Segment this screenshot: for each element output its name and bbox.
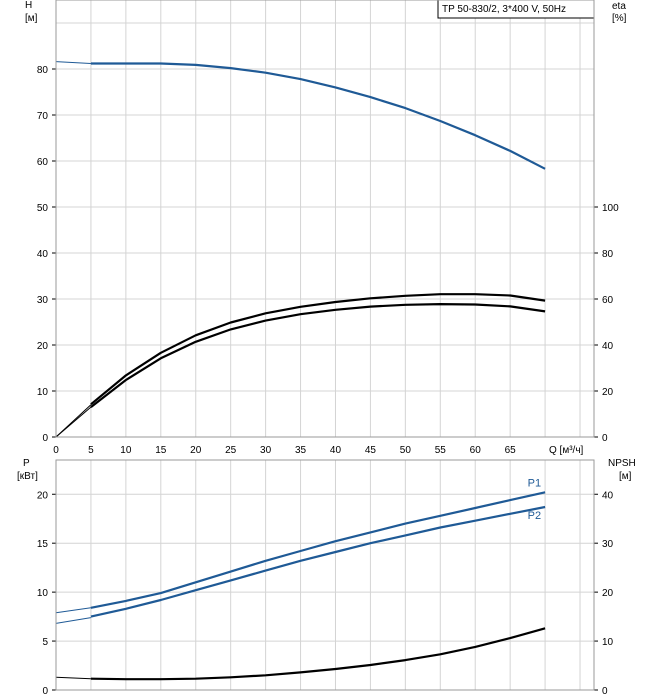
- bottom-chart-series: P1 P2: [55, 477, 546, 681]
- top-right-axis-title-line1: eta: [612, 1, 626, 12]
- top-left-tick-label: 60: [37, 157, 49, 168]
- top-left-tick-label: 30: [37, 295, 49, 306]
- bottom-right-tick-label: 40: [602, 490, 614, 501]
- bottom-plot-frame: [55, 459, 595, 691]
- top-chart-grid: [56, 0, 594, 437]
- bottom-series-p1-label: P1: [528, 477, 541, 489]
- bottom-left-axis-title-line1: P: [23, 458, 30, 469]
- bottom-left-tick-label: 10: [37, 588, 49, 599]
- top-left-tick-label: 10: [37, 387, 49, 398]
- top-left-tick-label: 0: [42, 433, 48, 444]
- x-axis-title: Q [м³/ч]: [549, 445, 584, 456]
- bottom-left-tick-label: 5: [42, 637, 48, 648]
- top-right-tick-label: 60: [602, 295, 614, 306]
- x-tick-label: 25: [225, 445, 237, 456]
- top-left-axis-title-line1: H: [25, 0, 32, 11]
- top-left-axis-title-line2: [м]: [25, 13, 38, 24]
- bottom-series-p2-line: [90, 505, 546, 618]
- x-tick-label: 10: [120, 445, 132, 456]
- bottom-right-tick-label: 0: [602, 686, 608, 697]
- top-series-1-extension: [55, 61, 91, 64]
- top-left-tick-label: 70: [37, 111, 49, 122]
- bottom-series-p1-line: [90, 491, 546, 609]
- top-series-3-line: [90, 303, 546, 408]
- top-left-tick-label: 50: [37, 203, 49, 214]
- x-tick-label: 5: [88, 445, 94, 456]
- bottom-chart-grid: [56, 460, 594, 690]
- x-tick-label: 35: [295, 445, 307, 456]
- bottom-left-tick-label: 20: [37, 490, 49, 501]
- top-right-tick-label: 100: [602, 203, 619, 214]
- bottom-right-axis-title-line2: [м]: [619, 471, 632, 482]
- top-left-tick-label: 40: [37, 249, 49, 260]
- bottom-series-p1-extension: [55, 607, 91, 614]
- bottom-right-axis-title-line1: NPSH: [608, 458, 636, 469]
- bottom-right-tick-label: 30: [602, 539, 614, 550]
- bottom-left-tick-label: 0: [42, 686, 48, 697]
- bottom-right-tick-label: 10: [602, 637, 614, 648]
- x-tick-label: 65: [505, 445, 517, 456]
- bottom-left-tick-label: 15: [37, 539, 49, 550]
- bottom-series-p2-label: P2: [528, 510, 541, 522]
- top-chart-series: [55, 61, 546, 438]
- top-series-3-extension: [55, 406, 92, 438]
- x-tick-label: 45: [365, 445, 377, 456]
- top-right-tick-label: 20: [602, 387, 614, 398]
- x-tick-label: 55: [435, 445, 447, 456]
- bottom-right-tick-label: 20: [602, 588, 614, 599]
- x-tick-label: 40: [330, 445, 342, 456]
- x-tick-label: 20: [190, 445, 202, 456]
- x-tick-label: 0: [53, 445, 59, 456]
- model-label: TP 50-830/2, 3*400 V, 50Hz: [442, 4, 566, 15]
- top-series-2-line: [90, 293, 546, 406]
- top-series-1-line: [90, 62, 546, 170]
- bottom-series-3-line: [90, 627, 546, 681]
- top-right-tick-label: 0: [602, 433, 608, 444]
- top-right-tick-label: 40: [602, 341, 614, 352]
- top-left-tick-label: 20: [37, 341, 49, 352]
- top-plot-frame: [55, 0, 595, 438]
- x-tick-label: 60: [470, 445, 482, 456]
- bottom-left-axis-title-line2: [кВт]: [17, 471, 38, 482]
- top-right-tick-label: 80: [602, 249, 614, 260]
- top-left-tick-label: 80: [37, 65, 49, 76]
- x-tick-label: 30: [260, 445, 272, 456]
- x-tick-label: 50: [400, 445, 412, 456]
- x-tick-label: 15: [155, 445, 167, 456]
- bottom-series-p2-extension: [55, 617, 91, 624]
- bottom-series-3-extension: [55, 676, 91, 680]
- top-right-axis-title-line2: [%]: [612, 13, 627, 24]
- plot-frames: [55, 0, 595, 691]
